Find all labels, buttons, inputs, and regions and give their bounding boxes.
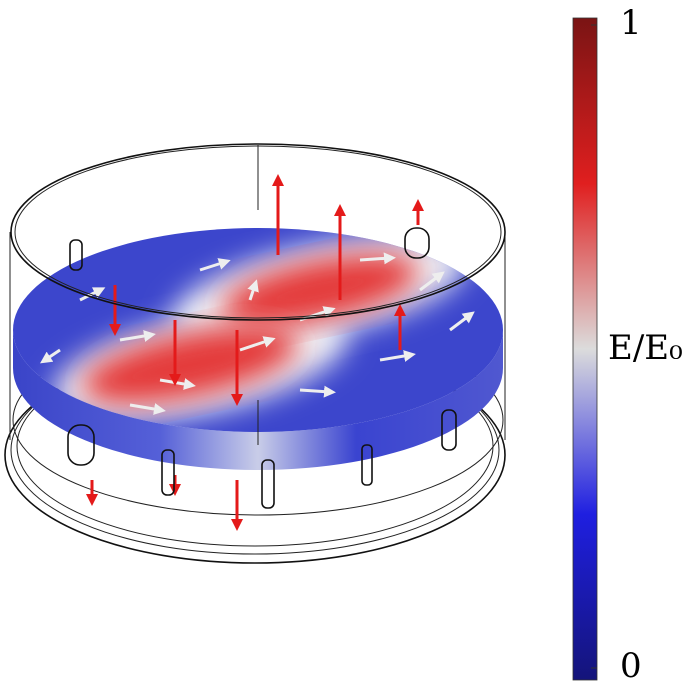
colorbar-label: E/E₀ <box>608 328 683 368</box>
tick-label: 0 <box>620 646 642 686</box>
colorbar-scale <box>573 18 597 680</box>
colorbar: E/E₀ 0 1 <box>573 3 683 686</box>
geometry <box>0 144 520 563</box>
tick-label: 1 <box>620 3 642 43</box>
field-plot: E/E₀ 0 1 <box>0 0 698 689</box>
